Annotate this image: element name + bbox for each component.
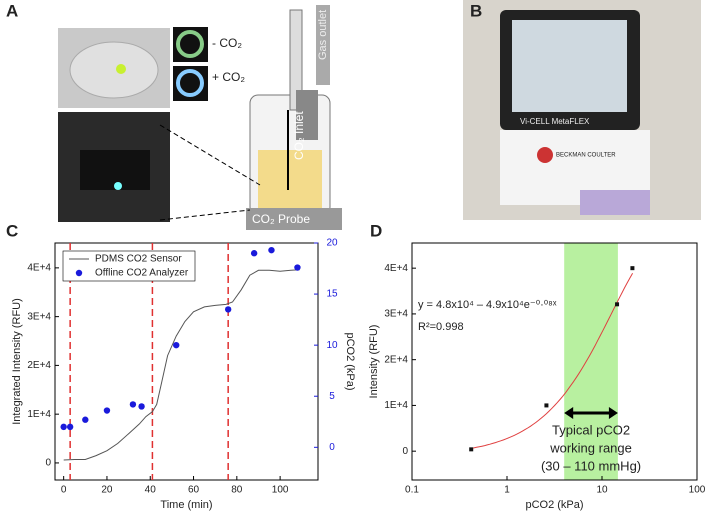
x-tick-label: 60 [188, 485, 200, 496]
x-tick-label: 80 [231, 485, 243, 496]
point [469, 447, 474, 452]
point [173, 341, 180, 349]
panel-label: C [6, 221, 18, 240]
panel-label: D [370, 221, 382, 240]
annotation: Gas outlet [317, 10, 329, 60]
y-tick-label: 3E+4 [384, 309, 408, 320]
x-tick-label: 100 [272, 485, 289, 496]
arrow-head [608, 407, 618, 419]
x-tick-label: 40 [145, 485, 157, 496]
point [268, 246, 275, 254]
y2-tick-label: 5 [329, 391, 335, 402]
point [129, 401, 137, 408]
annotation: - CO₂ [212, 36, 242, 50]
photo-text: BECKMAN COULTER [556, 153, 616, 159]
point [224, 306, 232, 313]
x-tick-label: 100 [689, 485, 706, 496]
y-tick-label: 0 [402, 446, 408, 457]
y-tick-label: 3E+4 [27, 311, 51, 322]
r-squared: R²=0.998 [418, 321, 464, 333]
point [250, 250, 258, 257]
x-axis-label: pCO2 (kPa) [525, 499, 583, 511]
point [103, 407, 111, 414]
y2-tick-label: 20 [326, 238, 338, 249]
plot-frame [411, 242, 698, 481]
y2-tick-label: 10 [326, 340, 338, 351]
point [138, 403, 145, 410]
y-tick-label: 4E+4 [27, 263, 51, 274]
legend-label: Offline CO2 Analyzer [95, 268, 189, 279]
point [294, 264, 301, 271]
annotation: CO₂ Inlet [292, 111, 306, 160]
x-tick-label: 20 [101, 485, 113, 496]
y-tick-label: 1E+4 [27, 409, 51, 420]
arrow-head [564, 407, 574, 419]
point [630, 266, 635, 271]
plot-frame [54, 242, 319, 481]
x-axis-label: Time (min) [160, 499, 212, 511]
legend-label: PDMS CO2 Sensor [95, 254, 182, 265]
legend-swatch [75, 269, 83, 277]
y-tick-label: 2E+4 [384, 354, 408, 365]
point [60, 423, 67, 431]
y-axis-label: Integrated Intensity (RFU) [11, 298, 23, 425]
band-text: working range [549, 440, 632, 455]
y-axis-label: Intensity (RFU) [368, 325, 380, 399]
sensor-line [63, 269, 300, 461]
x-tick-label: 1 [504, 485, 510, 496]
band-text: Typical pCO2 [552, 422, 630, 437]
annotation: + CO₂ [212, 70, 245, 84]
band-text: (30 – 110 mmHg) [541, 458, 641, 473]
x-tick-label: 0.1 [405, 485, 419, 496]
point [66, 423, 74, 431]
y-tick-label: 0 [45, 458, 51, 469]
y2-axis-label: pCO2 (kPa) [344, 332, 356, 390]
y-tick-label: 4E+4 [384, 263, 408, 274]
y2-tick-label: 0 [329, 442, 335, 453]
fit-curve [471, 273, 634, 449]
point [615, 302, 620, 307]
point [544, 403, 549, 408]
x-tick-label: 10 [596, 485, 608, 496]
x-tick-label: 0 [61, 485, 67, 496]
panel-label: B [470, 1, 482, 20]
panel-label: A [6, 1, 18, 20]
panel-b-art [463, 0, 701, 220]
point [82, 416, 89, 423]
y-tick-label: 1E+4 [384, 400, 408, 411]
shaded-band [564, 243, 618, 480]
y2-tick-label: 15 [326, 289, 338, 300]
panel-a-art [58, 5, 342, 230]
equation: y = 4.8x10⁴ – 4.9x10⁴e⁻⁰·⁰⁸ˣ [418, 299, 557, 311]
y-tick-label: 2E+4 [27, 360, 51, 371]
photo-text: Vi-CELL MetaFLEX [520, 117, 590, 126]
legend-box [62, 250, 196, 282]
annotation: CO₂ Probe [252, 212, 310, 226]
